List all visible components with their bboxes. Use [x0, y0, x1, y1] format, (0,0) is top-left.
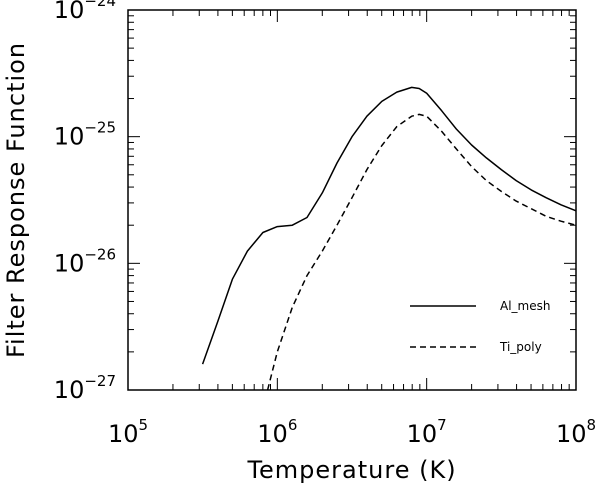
x-tick-label: 105 — [108, 416, 148, 448]
series-line-ti-poly — [266, 113, 576, 390]
x-tick-label: 108 — [556, 416, 596, 448]
series-line-al-mesh — [201, 86, 576, 365]
x-axis-label: Temperature (K) — [246, 456, 456, 484]
y-axis-label: Filter Response Function — [2, 42, 30, 358]
series-lines — [201, 86, 576, 390]
y-tick-label: 10−27 — [54, 372, 116, 404]
axis-ticks — [127, 9, 577, 391]
x-tick-label: 107 — [407, 416, 447, 448]
legend: Al_mesh Ti_poly — [410, 299, 550, 354]
legend-label: Ti_poly — [499, 340, 542, 354]
y-tick-label: 10−25 — [54, 119, 116, 151]
y-tick-label: 10−26 — [54, 245, 116, 277]
x-tick-label: 106 — [257, 416, 297, 448]
y-tick-label: 10−24 — [54, 0, 116, 24]
axis-tick-labels: 105 106 107 108 10−27 10−26 10−25 10−24 — [54, 0, 596, 448]
plot-frame — [127, 9, 577, 391]
legend-label: Al_mesh — [500, 299, 550, 313]
